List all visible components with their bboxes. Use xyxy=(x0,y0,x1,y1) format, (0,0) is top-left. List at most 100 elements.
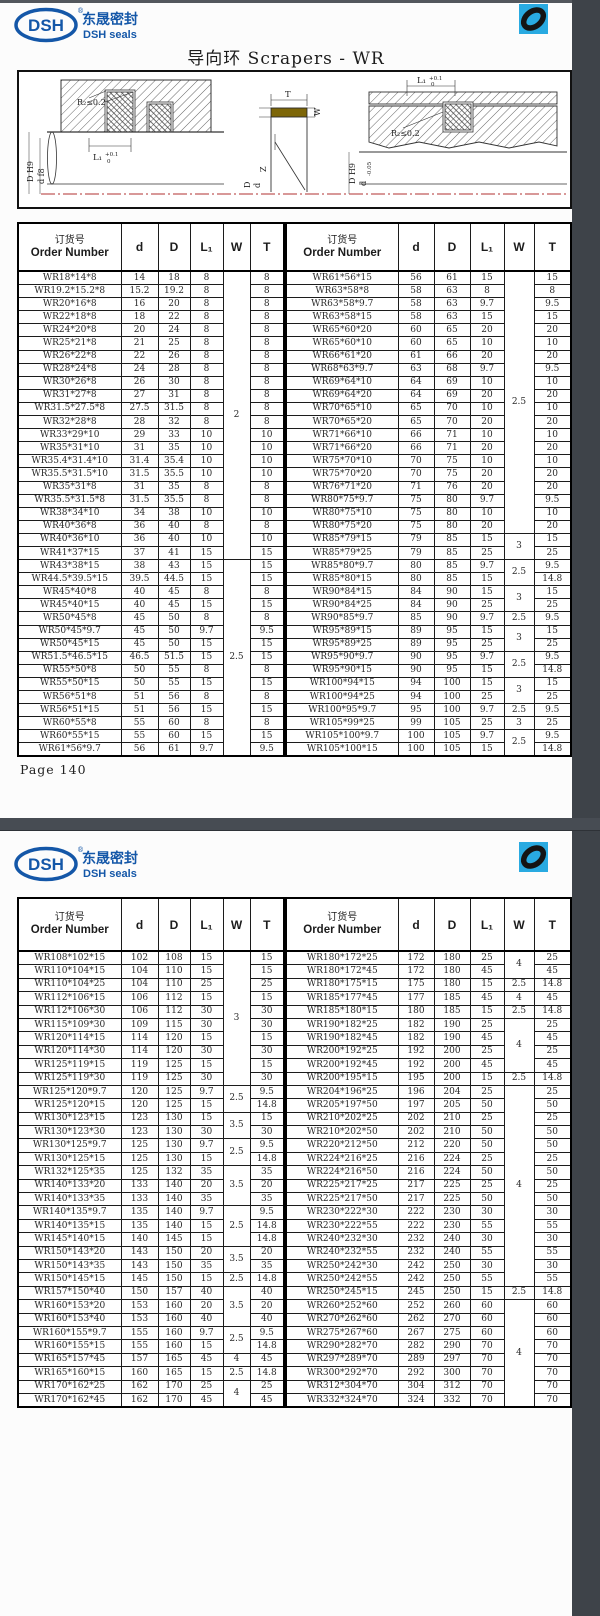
order-cell: WR145*140*15 xyxy=(17,1232,122,1247)
t-cell: 10 xyxy=(249,467,285,482)
D-cell: 65 xyxy=(433,336,471,351)
parts-table-page2-left: 订货号 Order Number d D L₁ W T WR108*102*15… xyxy=(17,897,285,1409)
order-cell: WR69*64*20 xyxy=(285,388,399,403)
logo-dsh-text: DSH xyxy=(28,855,64,874)
L1-cell: 70 xyxy=(469,1352,505,1368)
D-cell: 70 xyxy=(433,415,471,430)
t-cell: 30 xyxy=(533,1232,572,1247)
order-cell: WR112*106*30 xyxy=(17,1004,122,1019)
w-cell: 2.5 xyxy=(503,1285,535,1301)
L1-cell: 50 xyxy=(469,1098,505,1113)
d-cell: 125 xyxy=(120,1151,159,1167)
order-cell: WR41*37*15 xyxy=(17,545,122,561)
w-cell: 4 xyxy=(222,1352,251,1368)
L1-cell: 9.7 xyxy=(189,1325,224,1341)
t-cell: 9.5 xyxy=(533,297,572,312)
D-cell: 25 xyxy=(157,336,191,351)
t-cell: 14.8 xyxy=(533,572,572,587)
L1-cell: 15 xyxy=(469,624,505,639)
col-D-header: D xyxy=(157,897,191,952)
logo-ellipse xyxy=(14,846,78,882)
t-cell: 10 xyxy=(533,336,572,351)
order-cell: WR30*26*8 xyxy=(17,375,122,390)
svg-text:d: d xyxy=(359,181,368,186)
t-cell: 10 xyxy=(533,401,572,417)
d-cell: 18 xyxy=(120,310,159,325)
t-cell: 25 xyxy=(533,1017,572,1033)
w-cell: 4 xyxy=(503,1084,535,1287)
w-cell: 2.5 xyxy=(503,270,535,534)
t-cell: 45 xyxy=(249,1392,285,1408)
D-cell: 19.2 xyxy=(157,284,191,299)
order-cell: WR125*120*15 xyxy=(17,1098,122,1113)
order-cell: WR224*216*25 xyxy=(285,1151,399,1167)
order-cell: WR56*51*15 xyxy=(17,703,122,718)
w-cell: 3 xyxy=(503,532,535,561)
order-cell: WR55*50*15 xyxy=(17,676,122,692)
D-cell: 100 xyxy=(433,676,471,692)
L1-cell: 9.7 xyxy=(469,493,505,508)
L1-cell: 10 xyxy=(469,375,505,390)
order-cell: WR110*104*25 xyxy=(17,977,122,993)
order-cell: WR180*172*45 xyxy=(285,964,399,979)
oring-photo-icon xyxy=(519,4,548,34)
order-cell: WR160*155*15 xyxy=(17,1339,122,1354)
order-cell: WR55*50*8 xyxy=(17,663,122,678)
order-cell: WR157*150*40 xyxy=(17,1285,122,1301)
L1-cell: 8 xyxy=(189,415,224,430)
L1-cell: 60 xyxy=(469,1312,505,1327)
t-cell: 8 xyxy=(249,270,285,286)
L1-cell: 8 xyxy=(189,585,224,600)
dsh-logo: DSH ® 东晟密封 DSH seals xyxy=(14,844,164,884)
t-cell: 50 xyxy=(533,1138,572,1153)
order-cell: WR105*100*15 xyxy=(285,742,399,757)
L1-cell: 15 xyxy=(469,572,505,587)
d-cell: 36 xyxy=(120,519,159,534)
D-cell: 90 xyxy=(433,598,471,613)
order-cell: WR33*29*10 xyxy=(17,428,122,443)
t-cell: 8 xyxy=(249,388,285,403)
D-cell: 260 xyxy=(433,1299,471,1314)
table-row: WR140*135*9.7 135 140 9.7 2.5 9.5 xyxy=(17,1205,285,1247)
table-row: WR180*172*45 172 180 45 45 xyxy=(285,964,572,979)
order-cell: WR180*175*15 xyxy=(285,977,399,993)
L1-cell: 15 xyxy=(469,532,505,547)
t-cell: 14.8 xyxy=(533,1004,572,1019)
order-cell: WR240*232*30 xyxy=(285,1232,399,1247)
L1-cell: 9.7 xyxy=(189,1084,224,1100)
d-cell: 75 xyxy=(397,506,435,521)
order-cell: WR165*160*15 xyxy=(17,1366,122,1381)
t-cell: 20 xyxy=(533,349,572,364)
t-cell: 8 xyxy=(249,519,285,534)
L1-cell: 25 xyxy=(469,689,505,705)
D-cell: 205 xyxy=(433,1098,471,1113)
t-cell: 14.8 xyxy=(533,663,572,678)
parts-table-page1-right: 订货号 Order Number d D L₁ W T WR61*56*15 56… xyxy=(285,222,572,758)
L1-cell: 8 xyxy=(189,493,224,508)
D-cell: 115 xyxy=(157,1017,191,1033)
d-cell: 143 xyxy=(120,1258,159,1274)
scraper-profile xyxy=(270,107,308,118)
L1-cell: 8 xyxy=(189,401,224,417)
L1-cell: 25 xyxy=(469,598,505,613)
D-cell: 95 xyxy=(433,650,471,665)
order-cell: WR80*75*10 xyxy=(285,506,399,521)
D-cell: 50 xyxy=(157,637,191,652)
t-cell: 9.5 xyxy=(249,624,285,639)
table-row: WR224*216*50 216 224 50 50 xyxy=(285,1165,572,1180)
svg-text:Z: Z xyxy=(259,166,268,172)
t-cell: 25 xyxy=(533,1044,572,1060)
D-cell: 33 xyxy=(157,428,191,443)
d-cell: 31 xyxy=(120,441,159,456)
L1-cell: 25 xyxy=(469,716,505,731)
t-cell: 20 xyxy=(249,1245,285,1260)
L1-cell: 40 xyxy=(189,1312,224,1327)
order-cell: WR45*40*8 xyxy=(17,585,122,600)
table-row: WR190*182*45 182 190 45 45 xyxy=(285,1031,572,1046)
w-cell: 4 xyxy=(503,950,535,979)
d-cell: 102 xyxy=(120,950,159,966)
d-cell: 24 xyxy=(120,362,159,377)
t-cell: 20 xyxy=(533,519,572,534)
d-cell: 45 xyxy=(120,611,159,626)
w-cell: 4 xyxy=(222,1379,251,1408)
